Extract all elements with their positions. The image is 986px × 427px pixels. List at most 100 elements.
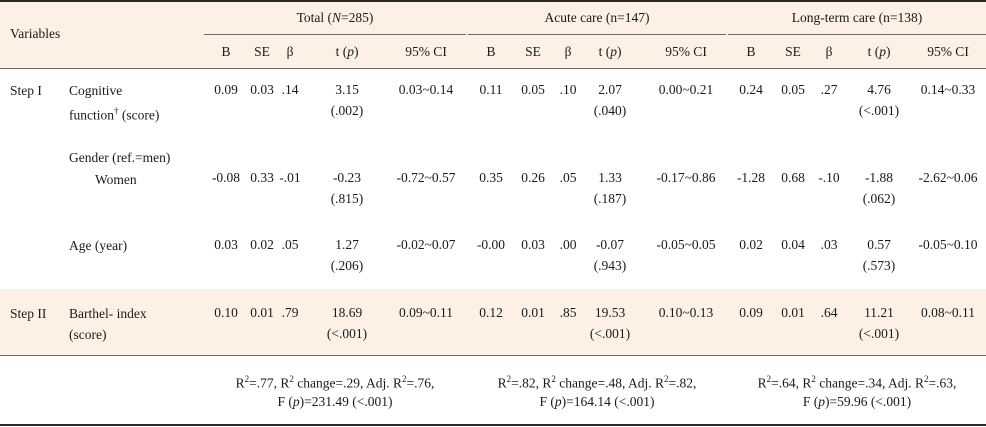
- cell-r2-longterm-b: -1.28: [736, 170, 766, 185]
- cell-r1-total-b: 0.09: [214, 82, 238, 97]
- cell-r4-acute-p: (<.001): [589, 326, 631, 341]
- cell-r4-acute-b: 0.12: [479, 305, 503, 320]
- cell-r1-acute-p: (.040): [593, 103, 627, 118]
- cell-r3-longterm-p: (.573): [862, 258, 896, 273]
- group-header-longterm: Long-term care (n=138): [791, 10, 923, 25]
- cell-r2-acute-ci: -0.17~0.86: [656, 170, 716, 185]
- col-header-acute-se: SE: [525, 44, 541, 59]
- cell-r3-total-p: (.206): [330, 258, 364, 273]
- col-header-longterm-t-p: t (p): [867, 44, 891, 59]
- cell-r3-total-ci: -0.02~0.07: [396, 237, 456, 252]
- model-stats-acute-line1: R2=.82, R2 change=.48, Adj. R2=.82,: [497, 374, 697, 391]
- cell-r1-longterm-beta: .27: [820, 82, 838, 97]
- cell-r4-total-beta: .79: [281, 305, 299, 320]
- col-header-longterm-ci: 95% CI: [927, 44, 969, 59]
- col-header-longterm-beta: β: [825, 44, 833, 59]
- cell-r3-acute-ci: -0.05~0.05: [656, 237, 716, 252]
- cell-r1-acute-b: 0.11: [479, 82, 503, 97]
- cell-r4-acute-t: 19.53: [594, 305, 626, 320]
- row-label-barthel-line2: (score): [69, 327, 107, 342]
- cell-r2-total-p: (.815): [330, 191, 364, 206]
- cell-r4-longterm-se: 0.01: [781, 305, 805, 320]
- col-header-total-ci: 95% CI: [405, 44, 447, 59]
- cell-r4-longterm-p: (<.001): [858, 326, 900, 341]
- cell-r4-total-t: 18.69: [331, 305, 363, 320]
- model-stats-acute-line2: F (p)=164.14 (<.001): [539, 394, 655, 409]
- cell-r2-acute-beta: .05: [559, 170, 577, 185]
- cell-r3-total-b: 0.03: [214, 237, 238, 252]
- cell-r3-acute-beta: .00: [559, 237, 577, 252]
- cell-r3-acute-se: 0.03: [521, 237, 545, 252]
- cell-r4-total-se: 0.01: [250, 305, 274, 320]
- model-stats-total-line1: R2=.77, R2 change=.29, Adj. R2=.76,: [235, 374, 435, 391]
- col-header-total-t-p: t (p): [335, 44, 359, 59]
- cell-r4-longterm-ci: 0.08~0.11: [920, 305, 976, 320]
- row-label-women: Women: [95, 172, 137, 187]
- step-label-step2: Step II: [10, 306, 47, 321]
- row-label-gender: Gender (ref.=men): [69, 150, 171, 165]
- model-stats-total-line2: F (p)=231.49 (<.001): [277, 394, 393, 409]
- cell-r3-total-se: 0.02: [250, 237, 274, 252]
- cell-r1-longterm-se: 0.05: [781, 82, 805, 97]
- model-stats-longterm-line1: R2=.64, R2 change=.34, Adj. R2=.63,: [757, 374, 957, 391]
- cell-r4-total-b: 0.10: [214, 305, 238, 320]
- cell-r4-longterm-t: 11.21: [864, 305, 894, 320]
- row-label-age: Age (year): [69, 238, 128, 253]
- cell-r2-longterm-t: -1.88: [864, 170, 894, 185]
- cell-r1-acute-beta: .10: [559, 82, 577, 97]
- cell-r2-total-ci: -0.72~0.57: [396, 170, 456, 185]
- table-top-rule: [0, 0, 986, 2]
- cell-r3-acute-p: (.943): [593, 258, 627, 273]
- cell-r1-acute-t: 2.07: [598, 82, 622, 97]
- cell-r1-total-t: 3.15: [335, 82, 359, 97]
- group-underline-longterm: [728, 34, 986, 35]
- step2-band: [0, 289, 986, 355]
- header-band: [0, 2, 986, 68]
- cell-r1-total-ci: 0.03~0.14: [398, 82, 454, 97]
- cell-r4-total-p: (<.001): [326, 326, 368, 341]
- cell-r3-longterm-se: 0.04: [781, 237, 805, 252]
- cell-r1-total-p: (.002): [330, 103, 364, 118]
- cell-r3-longterm-beta: .03: [820, 237, 838, 252]
- col-header-longterm-se: SE: [785, 44, 801, 59]
- cell-r4-acute-beta: .85: [559, 305, 577, 320]
- cell-r1-total-se: 0.03: [250, 82, 274, 97]
- cell-r4-acute-ci: 0.10~0.13: [658, 305, 714, 320]
- cell-r4-longterm-beta: .64: [820, 305, 838, 320]
- col-header-acute-beta: β: [564, 44, 572, 59]
- row-label-cognitive-line2: function† (score): [69, 106, 160, 123]
- group-underline-acute: [468, 34, 726, 35]
- cell-r2-total-t: -0.23: [332, 170, 362, 185]
- cell-r4-total-ci: 0.09~0.11: [398, 305, 454, 320]
- cell-r2-total-beta: -.01: [279, 170, 301, 185]
- group-underline-total: [204, 34, 466, 35]
- col-header-total-b: B: [221, 44, 231, 59]
- cell-r1-acute-ci: 0.00~0.21: [658, 82, 714, 97]
- step-label-step1: Step I: [10, 83, 42, 98]
- cell-r2-total-se: 0.33: [250, 170, 274, 185]
- cell-r2-acute-t: 1.33: [598, 170, 622, 185]
- col-header-acute-b: B: [486, 44, 496, 59]
- cell-r1-longterm-ci: 0.14~0.33: [920, 82, 976, 97]
- cell-r3-acute-b: -0.00: [476, 237, 506, 252]
- col-header-longterm-b: B: [746, 44, 756, 59]
- row-label-cognitive-line1: Cognitive: [69, 83, 123, 98]
- cell-r1-longterm-t: 4.76: [867, 82, 891, 97]
- cell-r2-acute-b: 0.35: [479, 170, 503, 185]
- cell-r2-longterm-beta: -.10: [818, 170, 840, 185]
- cell-r4-acute-se: 0.01: [521, 305, 545, 320]
- cell-r2-longterm-p: (.062): [862, 191, 896, 206]
- col-header-total-beta: β: [286, 44, 294, 59]
- cell-r3-longterm-ci: -0.05~0.10: [918, 237, 978, 252]
- cell-r1-longterm-b: 0.24: [739, 82, 763, 97]
- step2-bottom-rule: [0, 355, 986, 356]
- cell-r3-acute-t: -0.07: [595, 237, 625, 252]
- variables-header: Variables: [10, 26, 61, 41]
- cell-r2-longterm-ci: -2.62~0.06: [918, 170, 978, 185]
- cell-r3-longterm-t: 0.57: [867, 237, 891, 252]
- cell-r2-acute-p: (.187): [593, 191, 627, 206]
- model-stats-longterm-line2: F (p)=59.96 (<.001): [802, 394, 912, 409]
- cell-r3-total-beta: .05: [281, 237, 299, 252]
- col-header-total-se: SE: [254, 44, 270, 59]
